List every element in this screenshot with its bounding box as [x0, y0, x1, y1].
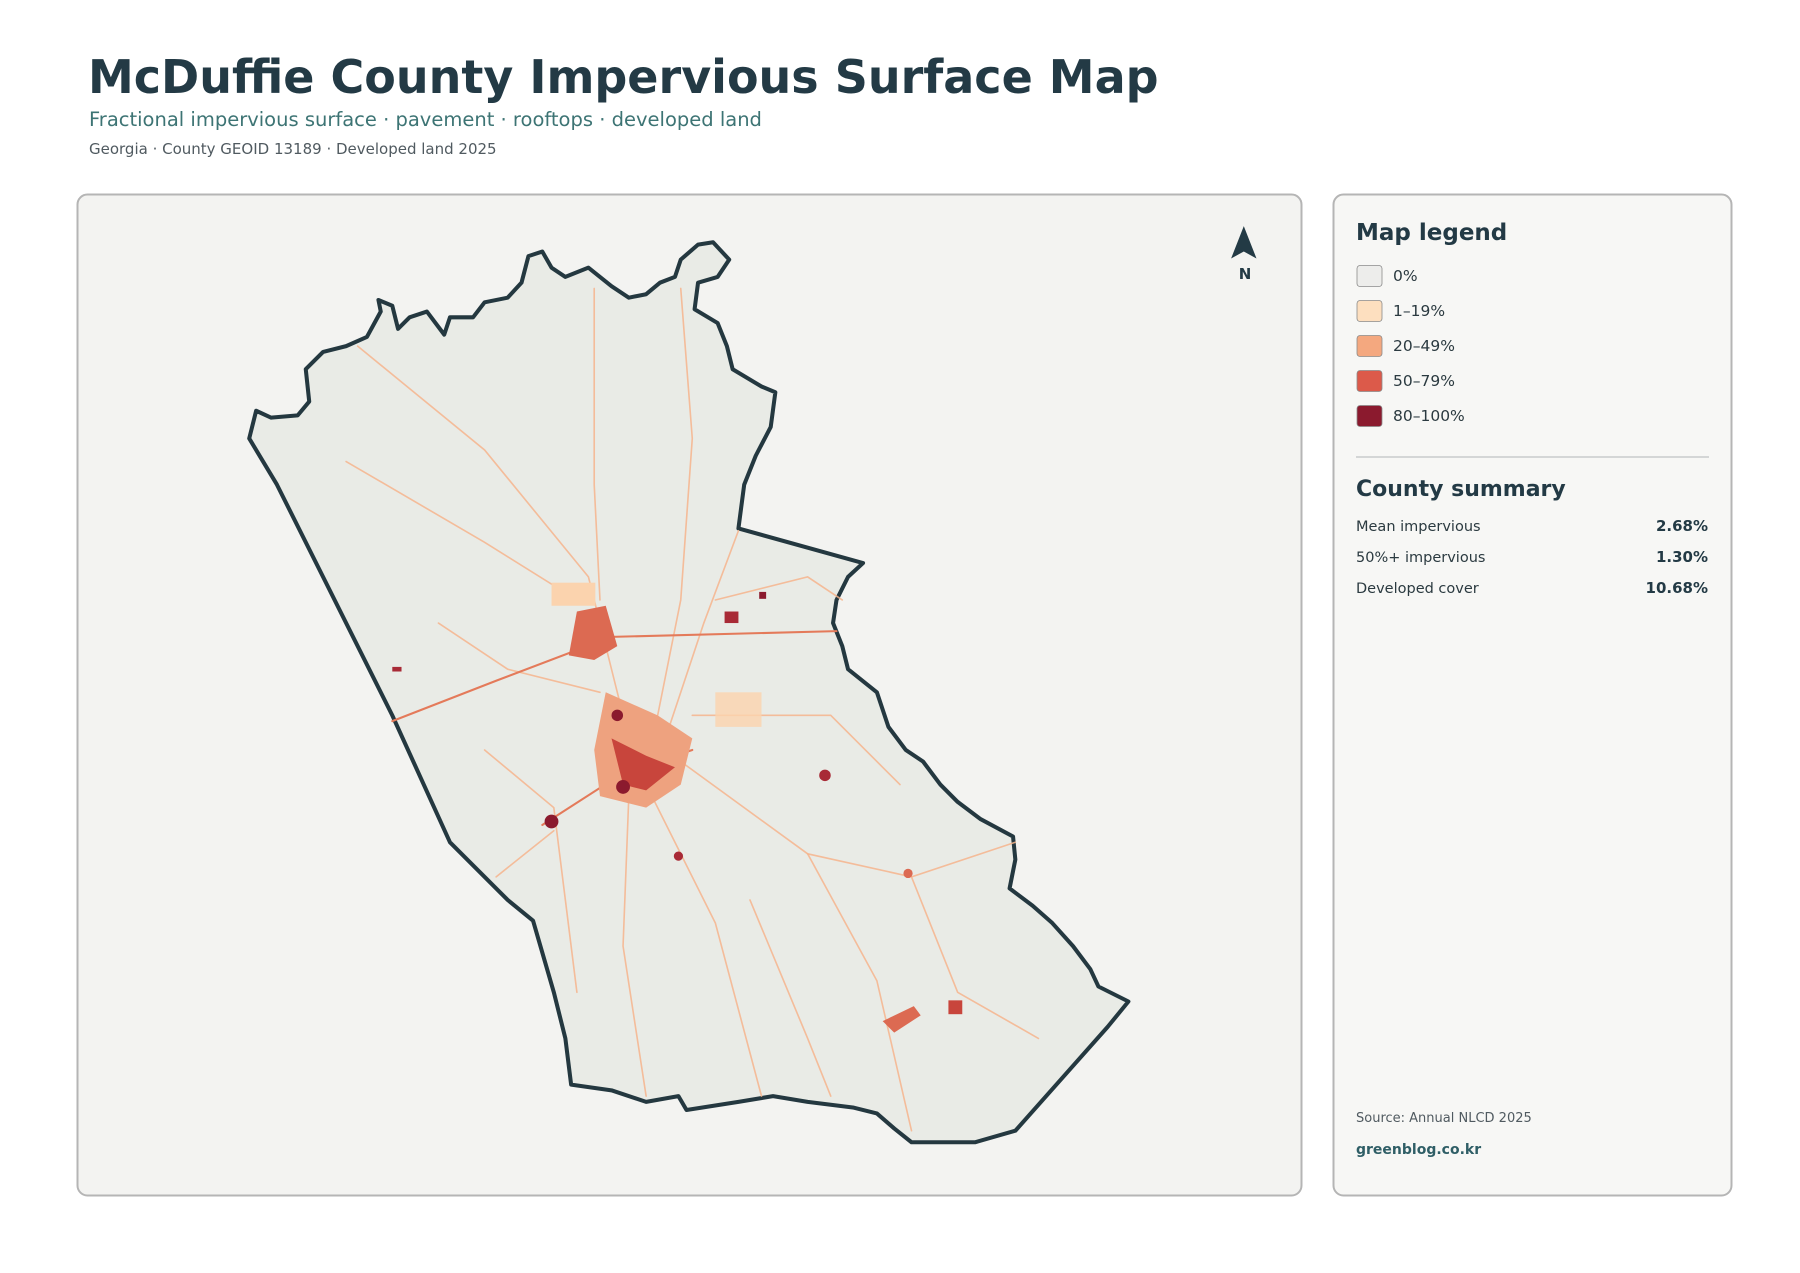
legend-swatch — [1356, 265, 1383, 287]
summary-title: County summary — [1356, 477, 1566, 502]
legend-label: 1–19% — [1393, 302, 1445, 320]
legend-label: 20–49% — [1393, 337, 1455, 355]
summary-value: 1.30% — [1656, 548, 1708, 566]
legend-swatch — [1356, 335, 1383, 357]
legend-label: 80–100% — [1393, 407, 1465, 425]
site-link: greenblog.co.kr — [1356, 1142, 1481, 1158]
north-arrow — [1231, 226, 1257, 259]
map — [247, 226, 1257, 1145]
page-title: McDuffie County Impervious Surface Map — [88, 50, 1159, 104]
legend-swatch — [1356, 300, 1383, 322]
summary-value: 10.68% — [1646, 579, 1708, 597]
north-label: N — [1239, 265, 1252, 283]
summary-rows: Mean impervious 2.68% 50%+ impervious 1.30%… — [1356, 517, 1708, 597]
legend-swatch — [1356, 370, 1383, 392]
legend-items: 0% 1–19% 20–49% 50–79% 80–100% — [1356, 265, 1465, 427]
page-subtitle: Fractional impervious surface · pavement… — [89, 108, 762, 131]
legend-panel — [1332, 193, 1733, 1197]
legend-swatch — [1356, 405, 1383, 427]
page-meta: Georgia · County GEOID 13189 · Developed… — [89, 140, 497, 158]
source: Source: Annual NLCD 2025 — [1356, 1111, 1532, 1126]
legend-title: Map legend — [1356, 220, 1507, 246]
county-area — [247, 240, 1131, 1145]
legend-label: 0% — [1393, 267, 1418, 285]
summary-label: Mean impervious — [1356, 519, 1481, 535]
summary-label: Developed cover — [1356, 581, 1479, 597]
legend-label: 50–79% — [1393, 372, 1455, 390]
summary-value: 2.68% — [1656, 517, 1708, 535]
summary-label: 50%+ impervious — [1356, 550, 1485, 566]
developed-areas — [392, 582, 963, 1033]
